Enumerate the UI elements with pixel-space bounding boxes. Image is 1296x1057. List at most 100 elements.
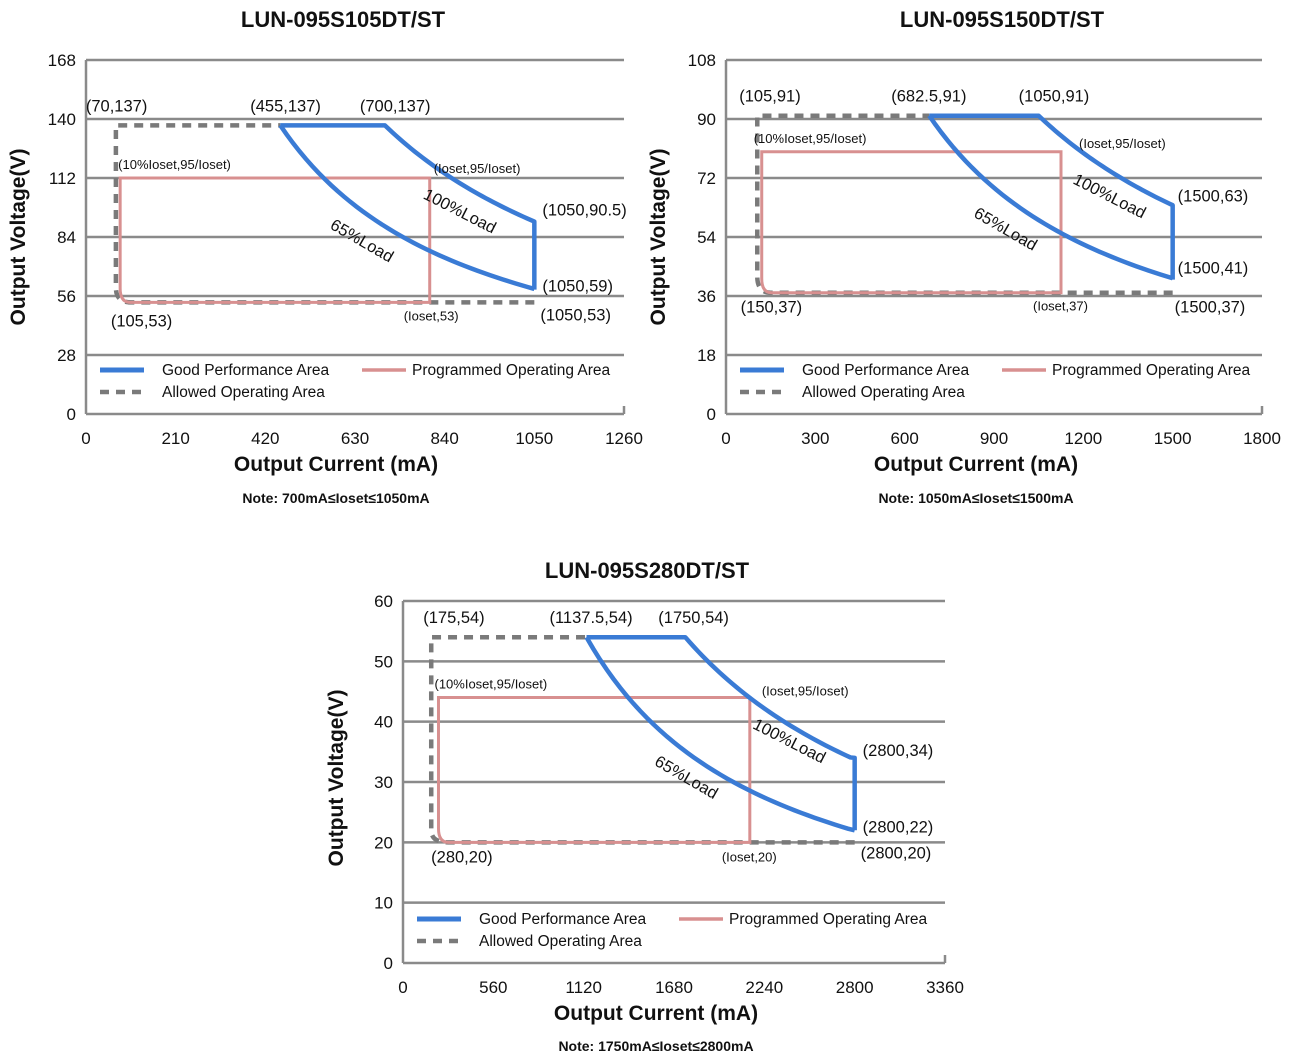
- legend-label-programmed: Programmed Operating Area: [1052, 362, 1251, 379]
- x-tick-label: 1800: [1243, 429, 1281, 448]
- point-label: (Ioset,53): [404, 308, 459, 323]
- x-tick-label: 630: [341, 429, 369, 448]
- chart-note: Note: 1050mA≤Ioset≤1500mA: [878, 490, 1073, 506]
- x-tick-label: 600: [890, 429, 918, 448]
- good-performance-area-outline: [280, 123, 537, 290]
- x-tick-label: 840: [430, 429, 458, 448]
- legend-label-good: Good Performance Area: [479, 911, 647, 928]
- x-tick-label: 300: [801, 429, 829, 448]
- point-label: (2800,20): [861, 844, 932, 862]
- y-tick-label: 0: [384, 954, 393, 973]
- point-label: (Ioset,37): [1033, 299, 1088, 314]
- x-tick-label: 0: [398, 978, 407, 997]
- y-axis-title: Output Voltage(V): [7, 149, 30, 326]
- point-label: (1500,37): [1175, 299, 1246, 317]
- chart-title: LUN-095S150DT/ST: [900, 7, 1105, 32]
- point-label: (1500,41): [1178, 260, 1249, 278]
- chart-note: Note: 1750mA≤Ioset≤2800mA: [558, 1038, 753, 1054]
- legend-label-allowed: Allowed Operating Area: [162, 384, 325, 401]
- y-tick-label: 36: [697, 287, 716, 306]
- chart-1: LUN-095S105DT/ST 0 28 56 84 112 140 168 0 210 420 6…: [7, 7, 643, 506]
- point-label: (1050,59): [542, 278, 613, 296]
- y-tick-label: 20: [374, 833, 393, 852]
- legend-label-allowed: Allowed Operating Area: [479, 933, 642, 950]
- x-tick-label: 1500: [1154, 429, 1192, 448]
- point-label: (Ioset,20): [722, 849, 777, 864]
- y-tick-label: 112: [49, 169, 76, 188]
- legend-label-programmed: Programmed Operating Area: [412, 362, 611, 379]
- y-tick-label: 0: [67, 405, 76, 424]
- chart-3: LUN-095S280DT/ST 0 10 20 30 40 50 60 0 560 1120 168…: [325, 558, 964, 1054]
- x-tick-label: 1680: [655, 978, 693, 997]
- point-label: (1050,90.5): [542, 201, 626, 219]
- load-label: 100%Load: [421, 186, 499, 238]
- chart-title: LUN-095S105DT/ST: [241, 7, 446, 32]
- y-tick-label: 28: [57, 346, 76, 365]
- x-tick-label: 210: [161, 429, 189, 448]
- load-label: 65%Load: [327, 216, 396, 266]
- x-tick-label: 0: [81, 429, 90, 448]
- point-label: (Ioset,95/Ioset): [1079, 136, 1166, 151]
- y-tick-label: 60: [374, 592, 393, 611]
- y-tick-label: 72: [697, 169, 716, 188]
- chart-note: Note: 700mA≤Ioset≤1050mA: [242, 490, 429, 506]
- x-tick-label: 0: [721, 429, 730, 448]
- chart-2: LUN-095S150DT/ST 0 18 36 54 72 90 108 0 300 600 900…: [647, 7, 1281, 506]
- x-tick-label: 2240: [745, 978, 783, 997]
- x-axis-title: Output Current (mA): [874, 453, 1078, 476]
- point-label: (2800,22): [863, 818, 934, 836]
- x-tick-label: 1200: [1064, 429, 1102, 448]
- y-tick-label: 50: [374, 652, 393, 671]
- point-label: (2800,34): [863, 742, 934, 760]
- point-label: (105,53): [111, 312, 172, 330]
- point-label: (Ioset,95/Ioset): [434, 161, 521, 176]
- x-tick-label: 900: [980, 429, 1008, 448]
- point-label: (455,137): [250, 97, 321, 115]
- y-tick-label: 168: [48, 51, 76, 70]
- x-tick-label: 560: [479, 978, 507, 997]
- y-tick-label: 56: [57, 287, 76, 306]
- x-tick-label: 3360: [926, 978, 964, 997]
- x-tick-label: 1260: [605, 429, 643, 448]
- point-label: (700,137): [360, 97, 431, 115]
- good-performance-65-load-curve: [584, 636, 856, 833]
- point-label: (1500,63): [1178, 188, 1249, 206]
- good-performance-area-outline: [586, 634, 857, 831]
- point-label: (10%Ioset,95/Ioset): [434, 677, 547, 692]
- good-performance-65-load-curve: [278, 124, 535, 292]
- legend-label-good: Good Performance Area: [802, 362, 970, 379]
- load-label: 65%Load: [651, 752, 720, 802]
- programmed-operating-area-line: [118, 176, 432, 304]
- y-tick-label: 18: [697, 346, 716, 365]
- legend-label-good: Good Performance Area: [162, 362, 330, 379]
- good-performance-area-outline: [929, 113, 1175, 280]
- point-label: (150,37): [741, 299, 802, 317]
- y-axis-title: Output Voltage(V): [647, 149, 670, 326]
- point-label: (1137.5,54): [549, 609, 632, 627]
- point-label: (10%Ioset,95/Ioset): [754, 131, 867, 146]
- point-label: (682.5,91): [891, 88, 966, 106]
- y-tick-label: 84: [57, 228, 76, 247]
- y-tick-label: 30: [374, 773, 393, 792]
- point-label: (1050,91): [1019, 88, 1090, 106]
- good-performance-65-load-curve: [927, 114, 1174, 281]
- programmed-operating-area-line: [436, 696, 752, 844]
- x-tick-label: 2800: [836, 978, 874, 997]
- x-axis-title: Output Current (mA): [554, 1002, 758, 1025]
- y-tick-label: 10: [374, 894, 393, 913]
- x-tick-label: 1050: [515, 429, 553, 448]
- y-axis-title: Output Voltage(V): [325, 690, 348, 867]
- y-tick-label: 0: [707, 405, 716, 424]
- legend-label-programmed: Programmed Operating Area: [729, 911, 928, 928]
- point-label: (280,20): [431, 848, 492, 866]
- chart-title: LUN-095S280DT/ST: [545, 558, 750, 583]
- y-tick-label: 108: [688, 51, 716, 70]
- x-tick-label: 1120: [565, 978, 602, 997]
- legend-label-allowed: Allowed Operating Area: [802, 384, 965, 401]
- y-tick-label: 54: [697, 228, 716, 247]
- x-axis-title: Output Current (mA): [234, 453, 438, 476]
- programmed-operating-area-line: [760, 150, 1063, 295]
- point-label: (105,91): [739, 88, 800, 106]
- point-label: (1750,54): [658, 609, 729, 627]
